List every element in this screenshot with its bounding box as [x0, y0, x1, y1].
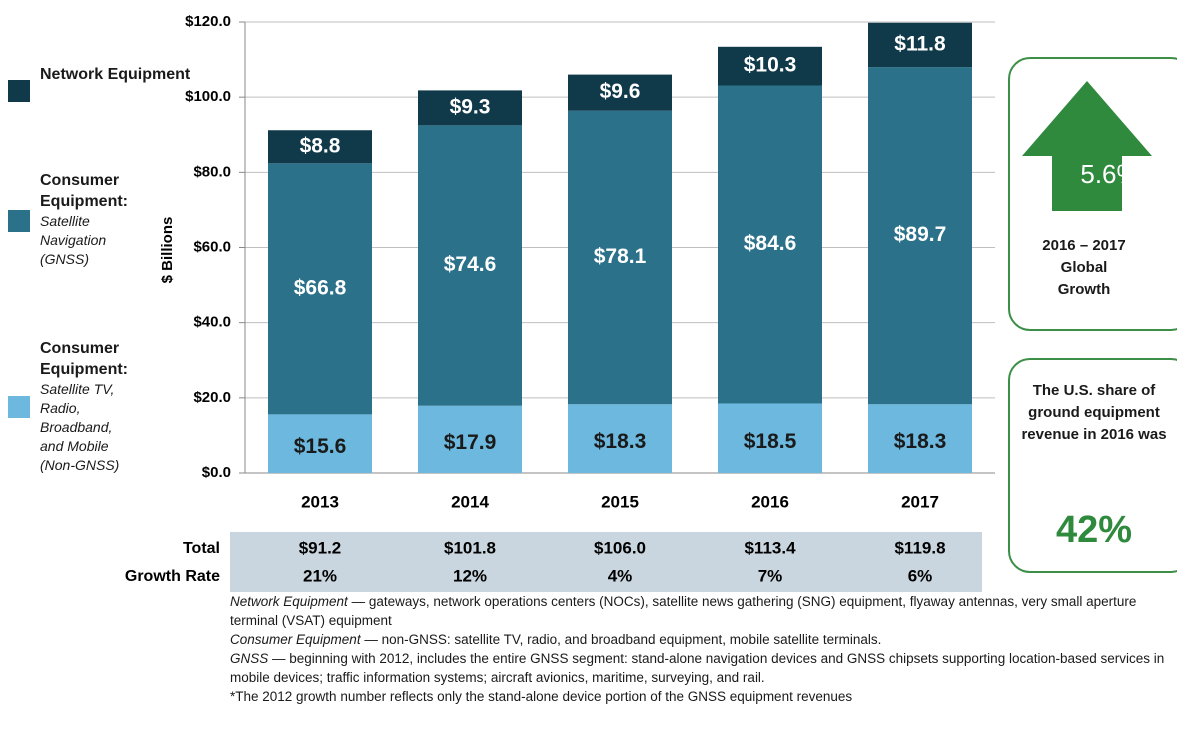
- y-tick-label: $100.0: [185, 88, 231, 105]
- growth-value: 12%: [453, 566, 487, 585]
- total-value: $101.8: [444, 538, 496, 557]
- y-tick-label: $120.0: [185, 13, 231, 30]
- growth-value: 6%: [908, 566, 933, 585]
- data-label: $9.3: [450, 95, 491, 118]
- legend-description: Satellite TV, Radio, Broadband, and Mobi…: [40, 381, 120, 473]
- bar-segment: [868, 404, 972, 473]
- legend-entry: Consumer Equipment: Satellite Navigation …: [40, 170, 128, 269]
- data-label: $15.6: [294, 435, 347, 458]
- legend-entry: Consumer Equipment: Satellite TV, Radio, …: [40, 338, 135, 475]
- y-tick-label: $20.0: [193, 389, 231, 406]
- legend-label: Consumer Equipment:: [40, 172, 128, 210]
- data-label: $78.1: [594, 245, 647, 268]
- total-value: $113.4: [744, 538, 796, 557]
- y-tick-label: $0.0: [202, 464, 231, 481]
- share-text: The U.S. share of ground equipment reven…: [1021, 382, 1167, 443]
- totals-label: Total: [183, 540, 220, 557]
- growth-arrow: 5.6%: [1022, 81, 1152, 211]
- data-label: $17.9: [444, 431, 497, 454]
- growth-value: 4%: [608, 566, 633, 585]
- x-tick-label: 2013: [301, 492, 339, 511]
- growth-value: 5.6%: [1080, 159, 1139, 189]
- total-value: $91.2: [299, 538, 342, 557]
- bar-segment: [418, 90, 522, 126]
- bar-segment: [568, 110, 672, 405]
- bar-segment: [718, 46, 822, 86]
- growth-value: 21%: [303, 566, 337, 585]
- y-axis-label: $ Billions: [159, 217, 176, 284]
- legend-label: Consumer Equipment:: [40, 340, 128, 378]
- footnote-text: — gateways, network operations centers (…: [230, 594, 1137, 628]
- bar-segment: [718, 403, 822, 473]
- legend-swatch: [8, 396, 30, 418]
- share-value: 42%: [1055, 509, 1133, 551]
- footnote: Network Equipment — gateways, network op…: [230, 592, 1175, 630]
- data-label: $11.8: [894, 32, 946, 55]
- data-label: $18.5: [744, 430, 797, 453]
- data-label: $74.6: [444, 253, 497, 276]
- data-label: $66.8: [294, 276, 347, 299]
- growth-value: 7%: [758, 566, 783, 585]
- x-tick-label: 2016: [751, 492, 789, 511]
- share-box: The U.S. share of ground equipment reven…: [1008, 358, 1177, 573]
- legend-swatch: [8, 80, 30, 102]
- bar-segment: [568, 404, 672, 473]
- data-label: $10.3: [744, 54, 797, 77]
- footnote: *The 2012 growth number reflects only th…: [230, 687, 1175, 706]
- growth-text: 2016 – 2017 Global Growth: [1042, 237, 1126, 298]
- legend-entry: Network Equipment: [40, 64, 190, 85]
- data-label: $84.6: [744, 232, 797, 255]
- data-label: $89.7: [894, 223, 947, 246]
- legend-swatch: [8, 210, 30, 232]
- footnote-term: Consumer Equipment: [230, 632, 361, 647]
- footnote: Consumer Equipment — non-GNSS: satellite…: [230, 630, 1175, 649]
- data-label: $9.6: [600, 80, 641, 103]
- footnotes: Network Equipment — gateways, network op…: [230, 592, 1175, 706]
- x-tick-label: 2017: [901, 492, 939, 511]
- total-value: $106.0: [594, 538, 646, 557]
- total-value: $119.8: [894, 538, 945, 557]
- footnote-text: — beginning with 2012, includes the enti…: [230, 651, 1165, 685]
- footnote: GNSS — beginning with 2012, includes the…: [230, 649, 1175, 687]
- footnote-term: Network Equipment: [230, 594, 348, 609]
- bar-segment: [268, 414, 372, 473]
- legend-label: Network Equipment: [40, 66, 191, 83]
- footnote-text: — non-GNSS: satellite TV, radio, and bro…: [360, 632, 882, 647]
- bar-segment: [718, 85, 822, 404]
- arrow-shape: [1022, 81, 1152, 211]
- footnote-term: GNSS: [230, 651, 269, 666]
- y-tick-label: $40.0: [193, 314, 231, 331]
- y-tick-label: $60.0: [193, 238, 231, 255]
- bar-segment: [268, 163, 372, 415]
- data-label: $18.3: [594, 430, 647, 453]
- bar-segment: [868, 67, 972, 405]
- bar-segment: [268, 130, 372, 164]
- bar-segment: [418, 125, 522, 406]
- data-label: $8.8: [300, 134, 341, 157]
- growth-box: 5.6% 2016 – 2017 Global Growth: [1008, 57, 1177, 331]
- data-label: $18.3: [894, 430, 947, 453]
- y-tick-label: $80.0: [193, 163, 231, 180]
- x-tick-label: 2014: [451, 492, 489, 511]
- summary-band: [230, 532, 982, 592]
- x-tick-label: 2015: [601, 492, 639, 511]
- footnote-text: *The 2012 growth number reflects only th…: [230, 689, 853, 704]
- bar-segment: [418, 405, 522, 473]
- bar-segment: [568, 74, 672, 111]
- growth-label: Growth Rate: [125, 568, 220, 585]
- legend-description: Satellite Navigation (GNSS): [40, 213, 107, 267]
- bar-segment: [868, 22, 972, 68]
